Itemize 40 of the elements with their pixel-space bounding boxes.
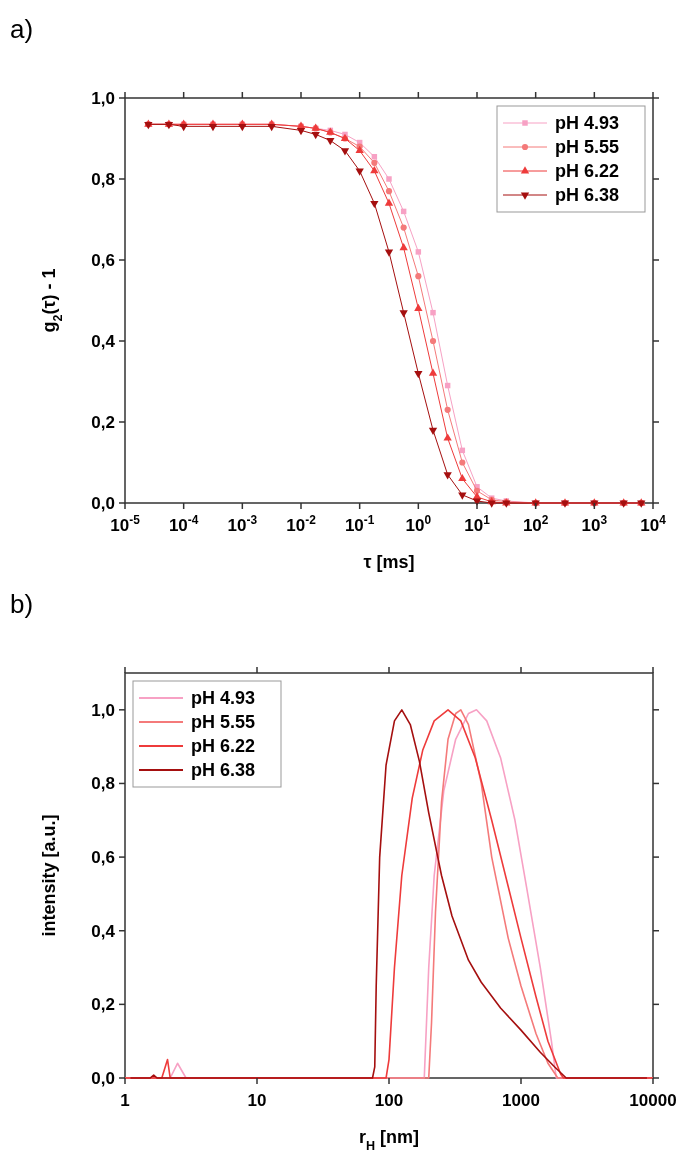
y-axis-title: intensity [a.u.] xyxy=(39,814,59,937)
x-axis-title: r$_{H}$ [nm] xyxy=(358,1127,420,1153)
x-tick-label: 10000 xyxy=(629,1091,677,1110)
x-tick-label: 100 xyxy=(374,1091,404,1110)
legend-label: pH 5.55 xyxy=(191,712,256,733)
y-tick-label: 0,4 xyxy=(91,921,116,941)
y-tick-label: 1,0 xyxy=(91,700,115,720)
x-tick-label: 1 xyxy=(120,1091,130,1110)
x-tick-label: 10$^{-2}$ xyxy=(286,513,317,535)
y-tick-label: 0,8 xyxy=(91,169,115,189)
y-tick-label: 0,0 xyxy=(91,1068,115,1088)
y-tick-label: 0,6 xyxy=(91,848,115,868)
x-tick-label: 10$^{-4}$ xyxy=(168,513,199,535)
x-tick-label: 10$^{0}$ xyxy=(405,513,432,535)
legend-label: pH 6.22 xyxy=(191,736,256,757)
y-tick-label: 0,2 xyxy=(91,412,115,432)
x-tick-label: 10$^{1}$ xyxy=(464,513,491,535)
x-axis-title: τ [ms] xyxy=(363,552,415,572)
y-tick-label: 0,2 xyxy=(91,995,115,1015)
legend-label: pH 6.22 xyxy=(555,161,620,182)
x-tick-label: 10$^{-3}$ xyxy=(227,513,258,535)
x-tick-label: 10$^{-5}$ xyxy=(110,513,141,535)
x-tick-label: 10$^{2}$ xyxy=(522,513,549,535)
legend-label: pH 6.38 xyxy=(555,185,620,206)
x-tick-label: 10 xyxy=(247,1091,267,1110)
x-tick-label: 10$^{3}$ xyxy=(581,513,608,535)
y-tick-label: 0,0 xyxy=(91,493,115,513)
y-tick-label: 0,8 xyxy=(91,774,115,794)
y-tick-label: 0,4 xyxy=(91,331,116,351)
legend-label: pH 6.38 xyxy=(191,760,256,781)
legend-label: pH 5.55 xyxy=(555,137,620,158)
chart-title: b) xyxy=(10,589,34,619)
y-tick-label: 1,0 xyxy=(91,88,115,108)
y-tick-label: 0,6 xyxy=(91,250,115,270)
x-tick-label: 1000 xyxy=(502,1091,540,1110)
legend-label: pH 4.93 xyxy=(191,688,256,709)
legend-label: pH 4.93 xyxy=(555,113,620,134)
x-tick-label: 10$^{-1}$ xyxy=(344,513,375,535)
chart-title: a) xyxy=(10,14,34,44)
x-tick-label: 10$^{4}$ xyxy=(640,513,667,535)
